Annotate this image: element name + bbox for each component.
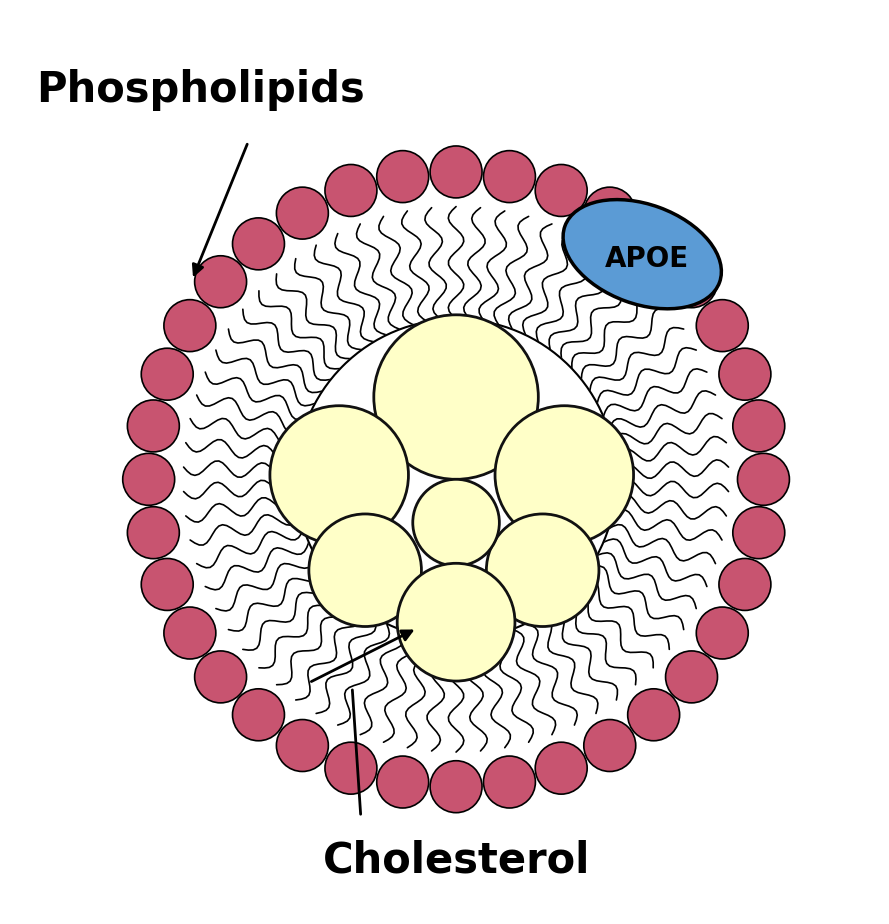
Circle shape	[164, 607, 216, 659]
Circle shape	[296, 319, 616, 639]
Circle shape	[308, 514, 421, 626]
Circle shape	[195, 256, 246, 308]
Text: APOE: APOE	[605, 245, 689, 273]
Circle shape	[733, 400, 785, 452]
Circle shape	[696, 607, 749, 659]
Ellipse shape	[563, 200, 721, 309]
Circle shape	[719, 348, 771, 400]
Circle shape	[296, 319, 616, 639]
Circle shape	[628, 218, 679, 270]
Text: Phospholipids: Phospholipids	[36, 68, 365, 111]
Circle shape	[738, 454, 789, 505]
Circle shape	[325, 164, 377, 216]
Circle shape	[233, 218, 284, 270]
Circle shape	[270, 406, 408, 544]
Circle shape	[430, 146, 482, 198]
Circle shape	[109, 133, 803, 826]
Circle shape	[666, 256, 717, 308]
Circle shape	[127, 400, 180, 452]
Text: Cholesterol: Cholesterol	[323, 839, 589, 881]
Circle shape	[325, 742, 377, 794]
Circle shape	[141, 348, 193, 400]
Circle shape	[535, 164, 587, 216]
Circle shape	[430, 760, 482, 813]
Circle shape	[127, 506, 180, 559]
Circle shape	[495, 406, 634, 544]
Circle shape	[628, 688, 679, 741]
Circle shape	[276, 720, 328, 772]
Circle shape	[276, 188, 328, 239]
Circle shape	[696, 299, 749, 352]
Circle shape	[666, 650, 717, 703]
Circle shape	[486, 514, 599, 626]
Circle shape	[373, 315, 539, 480]
Circle shape	[164, 299, 216, 352]
Circle shape	[584, 188, 636, 239]
Circle shape	[141, 558, 193, 611]
Circle shape	[535, 742, 587, 794]
Circle shape	[195, 650, 246, 703]
Circle shape	[377, 151, 428, 202]
Circle shape	[123, 454, 174, 505]
Circle shape	[233, 688, 284, 741]
Circle shape	[397, 564, 515, 681]
Circle shape	[412, 480, 500, 565]
Circle shape	[377, 756, 428, 808]
Circle shape	[484, 756, 535, 808]
Circle shape	[733, 506, 785, 559]
Circle shape	[484, 151, 535, 202]
Circle shape	[584, 720, 636, 772]
Circle shape	[719, 558, 771, 611]
